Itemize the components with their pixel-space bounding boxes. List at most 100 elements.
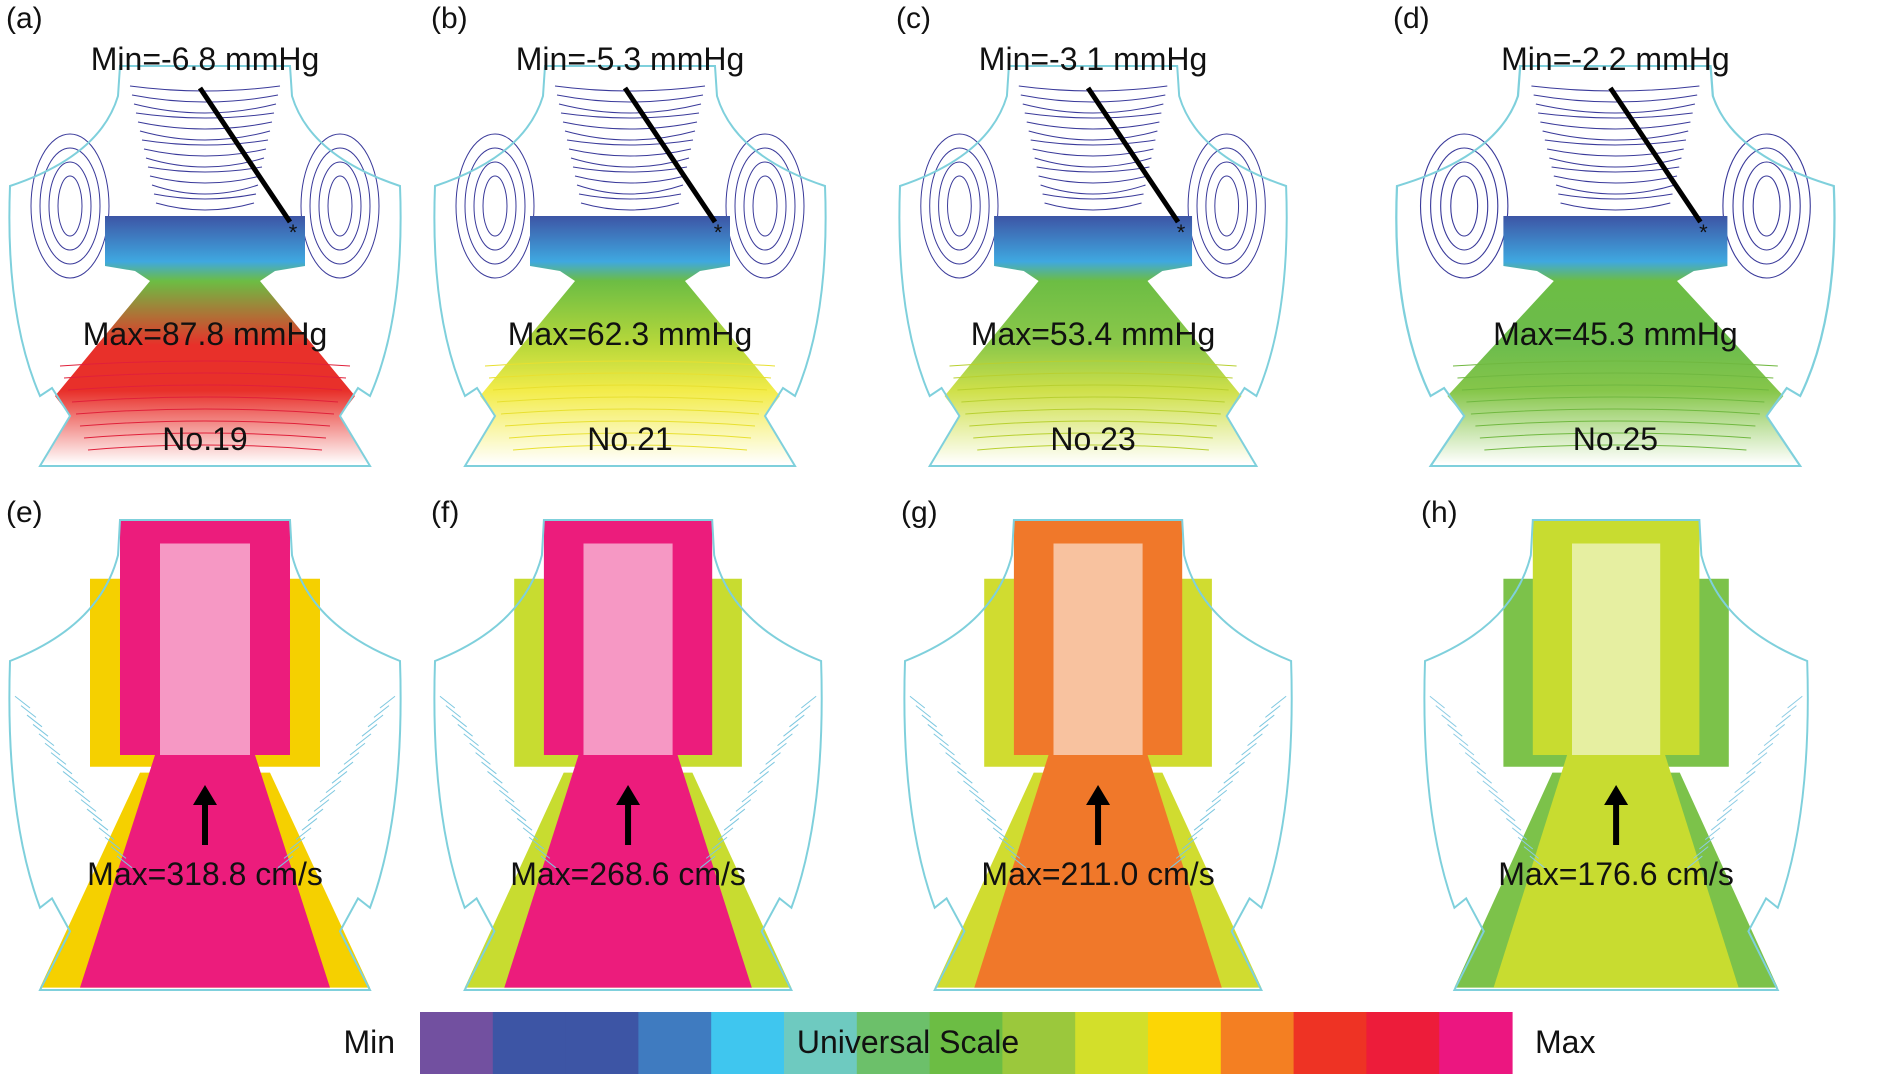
velocity-vector	[980, 808, 997, 822]
throat-pressure-band	[105, 216, 305, 281]
pressure-contour-line	[1555, 184, 1675, 195]
pressure-contour-line	[59, 360, 351, 367]
pressure-contour-line	[580, 202, 680, 211]
max-pressure-annotation: Max=87.8 mmHg	[83, 316, 328, 352]
pressure-contour-line	[949, 360, 1237, 367]
vortex-contour	[318, 161, 362, 251]
vortex-contour	[743, 161, 787, 251]
velocity-vector	[457, 724, 473, 737]
velocity-vector	[68, 780, 85, 793]
velocity-vector	[1500, 808, 1516, 822]
pressure-contour-line	[564, 130, 696, 141]
panel-label: (h)	[1421, 496, 1458, 529]
arrow-head	[1086, 785, 1111, 805]
arrow-head	[193, 785, 217, 805]
velocity-vector	[1241, 742, 1257, 756]
colorbar-swatch	[1439, 1012, 1513, 1074]
velocity-vector	[1270, 695, 1287, 709]
colorbar-swatch	[1366, 1012, 1440, 1074]
velocity-vector	[522, 827, 539, 840]
pressure-contour-line	[133, 103, 277, 114]
pressure-contour-line	[1531, 85, 1700, 92]
velocity-vector	[1464, 752, 1481, 765]
colorbar-swatch	[711, 1012, 785, 1074]
min-pressure-annotation: Min=-2.2 mmHg	[1501, 41, 1730, 77]
velocity-vector	[992, 827, 1009, 840]
pressure-contour-line	[155, 202, 255, 211]
velocity-vector	[1517, 836, 1534, 850]
pressure-contour-line	[1560, 202, 1671, 211]
velocity-vector	[50, 752, 67, 765]
pressure-contour-line	[135, 112, 275, 119]
min-marker: *	[1177, 220, 1186, 245]
pressure-contour-line	[1466, 396, 1765, 403]
velocity-vector	[451, 714, 467, 728]
pressure-contour-line	[1558, 193, 1673, 200]
pressure-contour-line	[1535, 103, 1696, 114]
min-pressure-annotation: Min=-5.3 mmHg	[516, 41, 745, 77]
velocity-vector	[1004, 846, 1021, 859]
velocity-vector	[1470, 761, 1487, 775]
min-marker: *	[289, 220, 298, 245]
pressure-contour-line	[63, 372, 347, 379]
velocity-vector	[783, 724, 799, 737]
velocity-vector	[1458, 742, 1475, 756]
panel-label: (d)	[1393, 2, 1430, 35]
velocity-vector	[735, 799, 752, 812]
min-arrow	[1085, 86, 1181, 224]
pressure-contour-line	[1546, 148, 1684, 157]
velocity-vector	[463, 733, 479, 746]
velocity-vector	[355, 733, 372, 746]
pressure-contour-line	[1538, 112, 1693, 119]
velocity-vector	[1170, 855, 1186, 869]
max-pressure-annotation: Max=45.3 mmHg	[1493, 316, 1738, 352]
pressure-panel: (d) Min=-2.2 mmHg * Max=45.3 mmHg No.25	[1393, 2, 1836, 467]
velocity-vector	[951, 761, 967, 775]
pressure-contour-line	[512, 444, 748, 451]
vortex-contour	[309, 147, 371, 265]
vortex-contour	[48, 161, 92, 251]
pressure-contour-line	[143, 148, 267, 157]
vortex-contour	[752, 175, 778, 237]
velocity-panel: (f) Max=268.6 cm/s	[431, 496, 823, 991]
vortex-contour	[938, 161, 981, 251]
velocity-vector	[777, 733, 793, 746]
pressure-contour-line	[1533, 94, 1698, 103]
pressure-contour-line	[131, 94, 279, 103]
velocity-vector	[313, 799, 330, 812]
pressure-contour-line	[1022, 103, 1164, 114]
pressure-contour-line	[75, 408, 335, 415]
velocity-vector	[998, 836, 1015, 850]
velocity-vector	[800, 695, 817, 709]
velocity-vector	[1488, 789, 1504, 803]
pressure-contour-line	[1484, 444, 1747, 451]
vortex-contour	[1205, 161, 1248, 251]
vessel-outline	[1423, 519, 1809, 991]
panel-label: (g)	[901, 496, 938, 529]
velocity-vector	[104, 836, 121, 850]
velocity-vector	[1693, 846, 1709, 859]
velocity-vector	[1187, 827, 1204, 840]
vessel-outline	[433, 65, 827, 467]
velocity-vector	[1435, 705, 1451, 718]
pressure-contour-line	[578, 193, 682, 200]
velocity-vector	[1523, 846, 1539, 859]
colorbar-swatch	[1002, 1012, 1076, 1074]
pressure-contour-line	[1028, 130, 1158, 141]
vessel-outline	[8, 65, 402, 467]
velocity-panel: (e) Max=318.8 cm/s	[6, 496, 402, 991]
velocity-vector	[528, 836, 545, 850]
pressure-contour-line	[574, 175, 686, 184]
pressure-contour-line	[141, 139, 269, 146]
velocity-vector	[1699, 836, 1715, 850]
velocity-vector	[1740, 771, 1756, 784]
arrow-head	[1604, 785, 1629, 805]
velocity-vector	[26, 714, 43, 728]
pressure-panel: (b) Min=-5.3 mmHg * Max=62.3 mmHg No.21	[431, 2, 827, 467]
colorbar-swatch	[420, 1012, 494, 1074]
velocity-jet-gap	[160, 543, 250, 755]
vortex-contour	[920, 133, 999, 279]
pressure-contour-line	[957, 384, 1229, 391]
velocity-vector	[1728, 789, 1744, 803]
velocity-vector	[373, 705, 390, 718]
